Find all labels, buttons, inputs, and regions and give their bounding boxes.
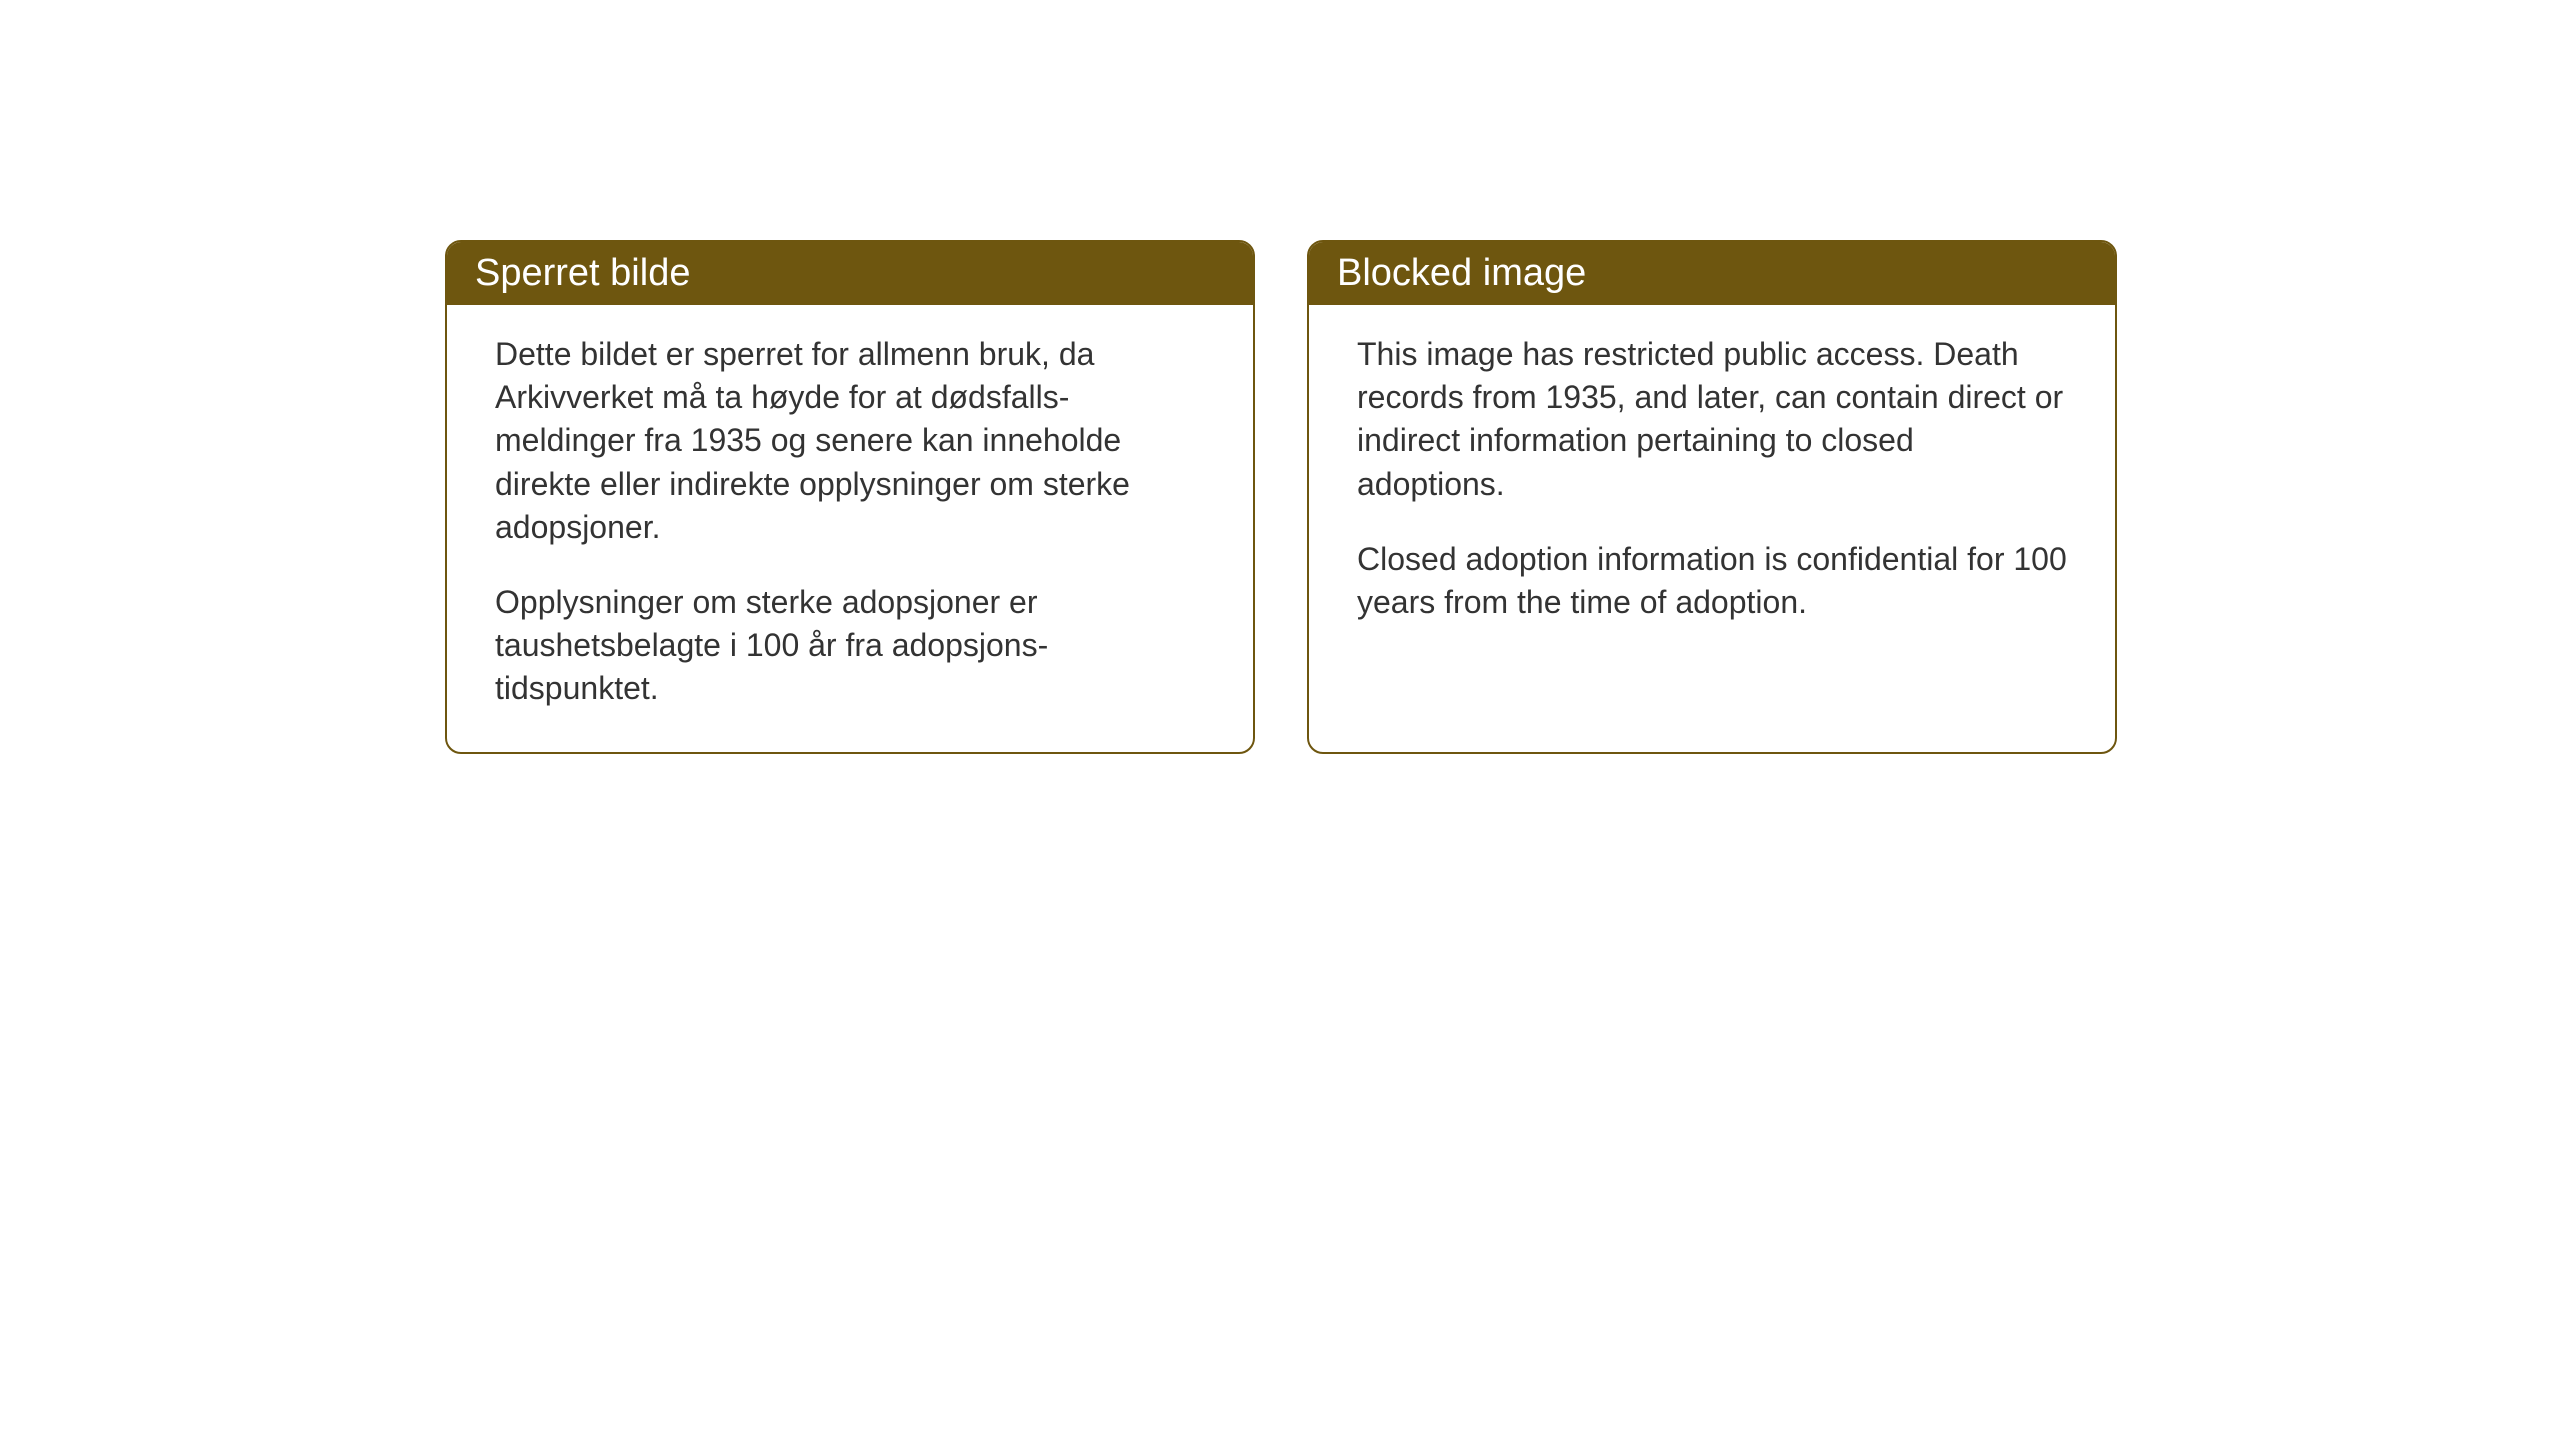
notice-card-english: Blocked image This image has restricted … <box>1307 240 2117 754</box>
notice-container: Sperret bilde Dette bildet er sperret fo… <box>445 240 2117 754</box>
card-paragraph1-english: This image has restricted public access.… <box>1357 333 2067 506</box>
notice-card-norwegian: Sperret bilde Dette bildet er sperret fo… <box>445 240 1255 754</box>
card-header-english: Blocked image <box>1309 242 2115 305</box>
card-body-norwegian: Dette bildet er sperret for allmenn bruk… <box>447 305 1253 751</box>
card-title-english: Blocked image <box>1337 252 1586 294</box>
card-paragraph2-norwegian: Opplysninger om sterke adopsjoner er tau… <box>495 581 1205 711</box>
card-body-english: This image has restricted public access.… <box>1309 305 2115 664</box>
card-paragraph1-norwegian: Dette bildet er sperret for allmenn bruk… <box>495 333 1205 549</box>
card-title-norwegian: Sperret bilde <box>475 252 690 294</box>
card-header-norwegian: Sperret bilde <box>447 242 1253 305</box>
card-paragraph2-english: Closed adoption information is confident… <box>1357 538 2067 624</box>
